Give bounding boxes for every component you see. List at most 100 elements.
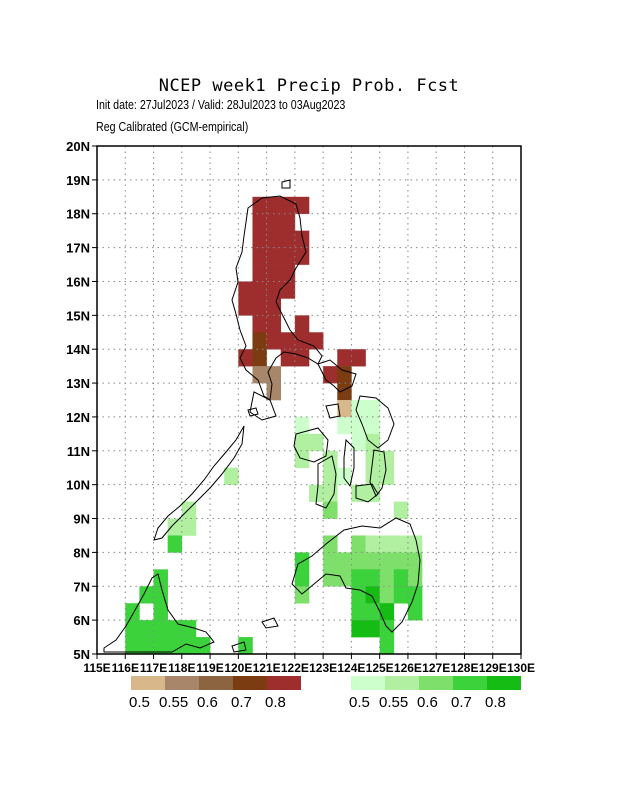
- below-normal-swatch: [267, 676, 301, 690]
- lon-label: 120E: [224, 661, 252, 675]
- above-normal-label: 0.55: [379, 694, 408, 711]
- prob-cell: [337, 366, 352, 384]
- below-normal-swatch: [131, 676, 165, 690]
- prob-cell: [351, 416, 366, 435]
- lat-label: 11N: [67, 444, 90, 459]
- above-normal-label: 0.6: [417, 694, 438, 711]
- prob-cell: [280, 332, 296, 350]
- lat-label: 12N: [66, 410, 90, 425]
- prob-cell: [153, 569, 168, 587]
- gridlines: [97, 146, 521, 654]
- mindoro-coast: [249, 391, 277, 421]
- below-normal-label: 0.7: [231, 694, 252, 711]
- prob-cell: [309, 484, 324, 502]
- prob-cell: [139, 586, 154, 604]
- prob-cell: [294, 247, 310, 265]
- prob-cell: [365, 552, 380, 570]
- prob-cell: [252, 213, 267, 231]
- prob-cell: [294, 196, 310, 215]
- lon-label: 124E: [337, 661, 365, 675]
- prob-cell: [365, 416, 380, 435]
- prob-cell: [351, 400, 366, 418]
- prob-cell: [351, 569, 366, 587]
- prob-cell: [337, 569, 352, 587]
- prob-cell: [337, 383, 352, 401]
- prob-cell: [351, 433, 366, 452]
- prob-cell: [280, 349, 296, 367]
- panay-coast: [293, 427, 329, 463]
- lon-label: 117E: [140, 661, 167, 675]
- prob-cell: [337, 416, 352, 435]
- prob-cell: [365, 535, 380, 553]
- prob-cell: [266, 264, 282, 282]
- prob-cell: [393, 569, 409, 587]
- below-normal-label: 0.8: [265, 694, 286, 711]
- prob-cell: [252, 349, 267, 367]
- lon-label: 129E: [479, 661, 507, 675]
- above-normal-swatch: [419, 676, 453, 690]
- prob-cell: [365, 620, 380, 638]
- latitude-labels: 5N 6N 7N 8N 9N 10N 11N 12N 13N 14N 15N 16N 17N 18N 19N…: [66, 139, 97, 662]
- prob-cell: [323, 535, 338, 553]
- prob-cell: [294, 315, 310, 333]
- prob-cell: [280, 230, 296, 248]
- lon-label: 118E: [168, 661, 195, 675]
- prob-cell: [252, 315, 267, 333]
- lon-label: 115E: [83, 661, 110, 675]
- lat-label: 8N: [73, 545, 90, 560]
- prob-cell: [365, 400, 380, 418]
- prob-cell: [266, 315, 282, 333]
- palawan-coast: [153, 425, 245, 541]
- prob-cell: [238, 637, 253, 655]
- prob-cell: [379, 620, 395, 638]
- lon-label: 125E: [366, 661, 394, 675]
- sulu-islands: [261, 617, 279, 629]
- lat-label: 15N: [66, 308, 90, 323]
- prob-cell: [167, 620, 183, 638]
- map-title: NCEP week1 Precip Prob. Fcst: [158, 76, 460, 96]
- prob-cell: [337, 552, 352, 570]
- prob-cell: [139, 620, 154, 638]
- coastlines: [103, 179, 421, 653]
- color-legend: 0.5 0.55 0.6 0.7 0.8 0.5 0.55 0.6 0.7 0.8: [129, 676, 521, 711]
- lon-label: 123E: [309, 661, 337, 675]
- lon-label: 116E: [112, 661, 139, 675]
- prob-cell: [294, 450, 310, 469]
- prob-cell: [238, 281, 253, 299]
- prob-cell: [266, 383, 282, 401]
- prob-cell: [365, 467, 380, 485]
- prob-cell: [153, 603, 168, 621]
- borneo-coast: [103, 573, 215, 653]
- prob-cell: [195, 637, 211, 655]
- prob-cell: [167, 518, 183, 536]
- lat-label: 14N: [66, 342, 90, 357]
- prob-cell: [323, 501, 338, 519]
- prob-cell: [407, 586, 423, 604]
- prob-cell: [351, 552, 366, 570]
- lon-label: 119E: [196, 661, 223, 675]
- prob-cell: [294, 433, 310, 452]
- prob-cell: [365, 433, 380, 452]
- below-normal-swatch: [233, 676, 267, 690]
- prob-cell: [323, 366, 338, 384]
- prob-cell: [379, 450, 395, 469]
- bohol-coast: [355, 483, 379, 503]
- above-normal-swatch: [351, 676, 385, 690]
- prob-cell: [125, 620, 140, 638]
- map-frame: [96, 145, 522, 655]
- lat-label: 20N: [66, 139, 90, 154]
- lat-label: 6N: [73, 613, 90, 628]
- prob-cell: [337, 349, 352, 367]
- bicol-coast: [317, 359, 357, 393]
- above-normal-swatch: [487, 676, 521, 690]
- lat-label: 16N: [66, 274, 90, 289]
- above-normal-label: 0.5: [349, 694, 370, 711]
- prob-cell: [181, 620, 197, 638]
- masbate-coast: [325, 403, 341, 419]
- prob-cell: [252, 247, 267, 265]
- prob-cell: [323, 552, 338, 570]
- lat-label: 9N: [73, 512, 90, 527]
- prob-cell: [294, 230, 310, 248]
- lon-label: 130E: [507, 661, 535, 675]
